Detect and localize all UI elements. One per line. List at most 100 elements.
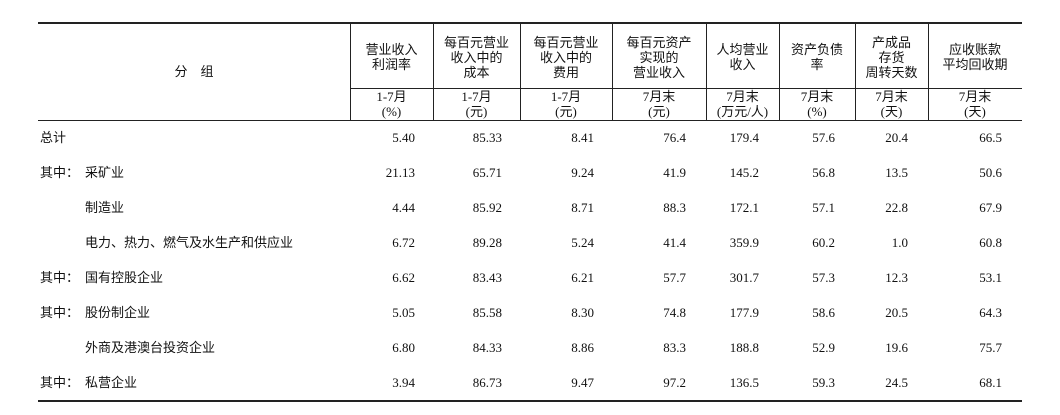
- cell-value: 22.8: [885, 200, 908, 215]
- rule: [612, 22, 613, 120]
- column-unit: 7月末: [800, 89, 834, 104]
- column-title: 利润率: [371, 57, 411, 72]
- cell-value: 68.1: [979, 375, 1002, 390]
- row-prefix: 总计: [40, 130, 67, 145]
- cell-value: 57.3: [812, 270, 835, 285]
- cell-value: 145.2: [729, 165, 759, 180]
- cell-value: 66.5: [979, 130, 1002, 145]
- rule: [855, 22, 856, 120]
- rule: [706, 22, 707, 120]
- column-title: 成本: [463, 64, 490, 80]
- column-title: 营业收入: [632, 64, 685, 80]
- cell-value: 83.43: [472, 270, 502, 285]
- column-unit: 7月末: [958, 89, 992, 104]
- cell-value: 9.24: [571, 165, 594, 180]
- column-unit: 7月末: [875, 89, 908, 104]
- rule: [433, 22, 434, 120]
- cell-value: 1.0: [891, 235, 908, 250]
- cell-value: 359.9: [729, 235, 759, 250]
- column-unit: (%): [807, 104, 827, 119]
- rule: [350, 88, 1022, 89]
- cell-value: 5.40: [392, 130, 415, 145]
- column-unit: 1-7月: [550, 89, 582, 104]
- column-title: 营业收入: [365, 42, 418, 57]
- column-title: 应收账款: [948, 42, 1001, 57]
- cell-value: 188.8: [729, 340, 759, 355]
- column-unit: 1-7月: [376, 89, 407, 104]
- cell-value: 179.4: [729, 130, 759, 145]
- cell-value: 41.9: [663, 165, 686, 180]
- cell-value: 6.21: [571, 270, 594, 285]
- column-title: 平均回收期: [942, 57, 1008, 72]
- cell-value: 172.1: [729, 200, 759, 215]
- cell-value: 8.30: [571, 305, 594, 320]
- cell-value: 13.5: [885, 165, 908, 180]
- column-title: 每百元营业: [533, 34, 599, 50]
- cell-value: 67.9: [979, 200, 1002, 215]
- cell-value: 75.7: [979, 340, 1002, 355]
- column-title: 每百元资产: [626, 34, 692, 50]
- cell-value: 76.4: [663, 130, 686, 145]
- cell-value: 57.7: [663, 270, 686, 285]
- cell-value: 52.9: [812, 340, 835, 355]
- cell-value: 58.6: [812, 305, 835, 320]
- rule: [350, 22, 351, 120]
- cell-value: 8.41: [571, 130, 594, 145]
- row-label: 制造业: [85, 200, 125, 215]
- cell-value: 89.28: [472, 235, 502, 250]
- cell-value: 4.44: [392, 200, 415, 215]
- column-title: 费用: [552, 64, 579, 80]
- rule: [779, 22, 780, 120]
- column-title: 实现的: [639, 49, 679, 65]
- group-header: 分 组: [174, 64, 214, 79]
- cell-value: 60.8: [979, 235, 1002, 250]
- column-unit: (元): [555, 104, 577, 119]
- rule: [38, 400, 1022, 402]
- cell-value: 50.6: [979, 165, 1002, 180]
- column-unit: (天): [880, 104, 903, 119]
- rule: [38, 120, 1022, 121]
- column-unit: 7月末: [726, 89, 759, 104]
- column-title: 人均营业: [716, 42, 769, 57]
- cell-value: 83.3: [663, 340, 686, 355]
- column-unit: (万元/人): [716, 104, 769, 119]
- cell-value: 59.3: [812, 375, 835, 390]
- cell-value: 88.3: [663, 200, 686, 215]
- cell-value: 60.2: [812, 235, 835, 250]
- column-unit: (元): [648, 104, 670, 119]
- column-unit: 1-7月: [461, 89, 492, 104]
- cell-value: 21.13: [385, 165, 415, 180]
- column-unit: (%): [381, 104, 402, 119]
- cell-value: 56.8: [812, 165, 835, 180]
- column-title: 率: [810, 57, 824, 72]
- cell-value: 6.80: [392, 340, 415, 355]
- row-label: 电力、热力、燃气及水生产和供应业: [85, 235, 294, 250]
- rule: [38, 22, 1022, 24]
- cell-value: 86.73: [472, 375, 502, 390]
- cell-value: 9.47: [571, 375, 594, 390]
- cell-value: 19.6: [885, 340, 908, 355]
- cell-value: 97.2: [663, 375, 686, 390]
- column-unit: (天): [964, 104, 986, 119]
- cell-value: 177.9: [729, 305, 759, 320]
- column-title: 资产负债: [790, 42, 843, 57]
- row-prefix: 其中：: [40, 165, 80, 180]
- cell-value: 85.92: [472, 200, 502, 215]
- cell-value: 301.7: [729, 270, 759, 285]
- cell-value: 20.5: [885, 305, 908, 320]
- column-title: 每百元营业: [443, 34, 509, 50]
- cell-value: 20.4: [885, 130, 908, 145]
- column-unit: 7月末: [642, 89, 676, 104]
- column-title: 收入: [729, 57, 756, 72]
- cell-value: 24.5: [885, 375, 908, 390]
- cell-value: 84.33: [472, 340, 502, 355]
- column-title: 存货: [878, 49, 905, 65]
- rule: [928, 22, 929, 120]
- column-title: 产成品: [871, 34, 911, 50]
- cell-value: 8.71: [571, 200, 594, 215]
- rule: [520, 22, 521, 120]
- row-label: 股份制企业: [85, 305, 151, 320]
- cell-value: 64.3: [979, 305, 1002, 320]
- row-prefix: 其中：: [40, 375, 80, 390]
